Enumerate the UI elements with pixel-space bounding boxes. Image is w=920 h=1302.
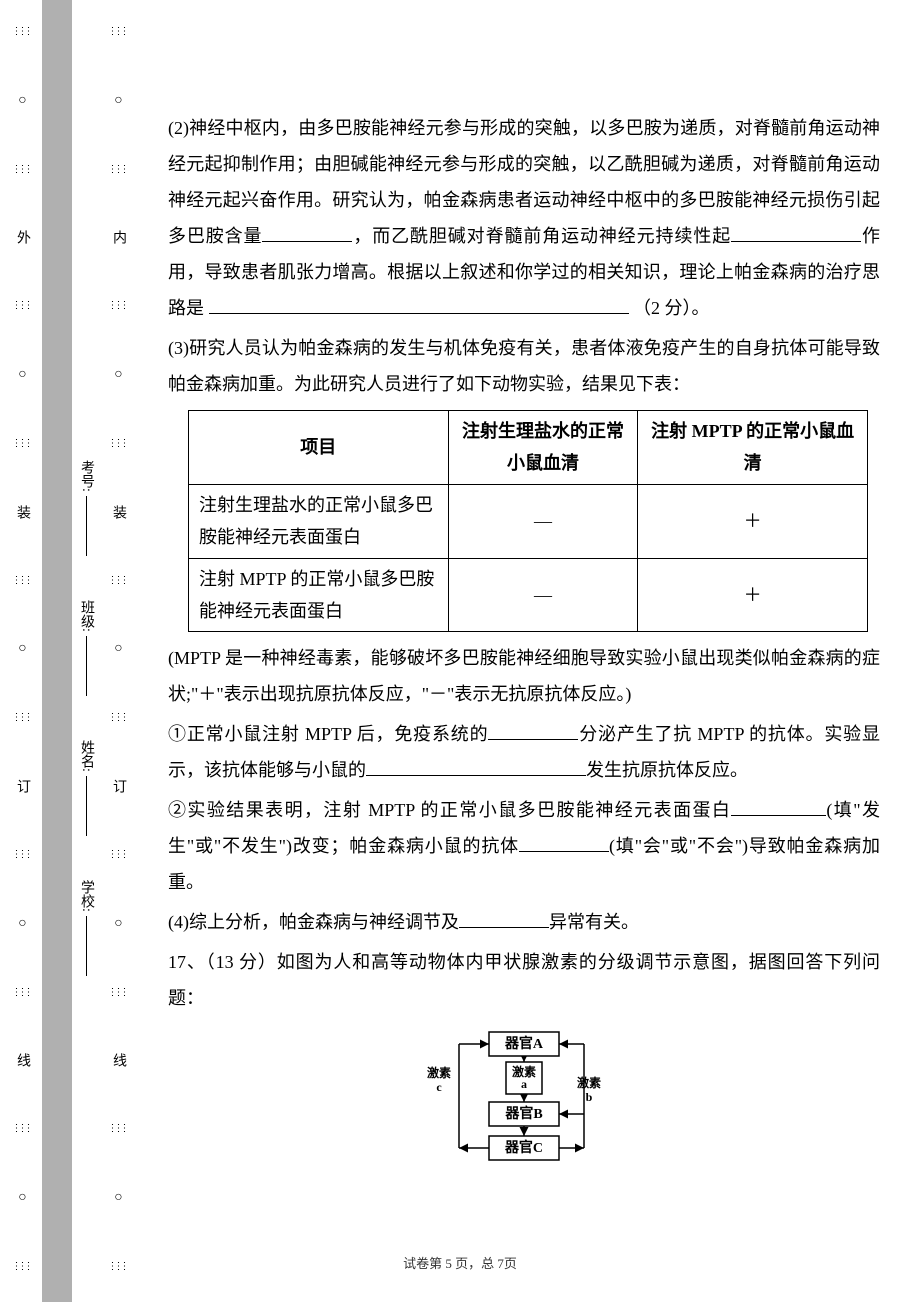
table-header: 项目 [189, 411, 449, 485]
blank-long[interactable] [209, 292, 629, 314]
table-header: 注射 MPTP 的正常小鼠血清 [638, 411, 868, 485]
table-row: 注射生理盐水的正常小鼠多巴胺能神经元表面蛋白 — ＋ [189, 484, 868, 558]
outer-margin: ⋮⋮⋮○⋮⋮⋮ 外 ⋮⋮⋮○⋮⋮⋮ 装 ⋮⋮⋮○⋮⋮⋮ 订 ⋮⋮⋮○⋮⋮⋮ 线 … [0, 0, 42, 1302]
table-row: 注射 MPTP 的正常小鼠多巴胺能神经元表面蛋白 — ＋ [189, 558, 868, 632]
blank[interactable] [731, 241, 861, 242]
table-cell: ＋ [638, 484, 868, 558]
inner-dotline: ⋮⋮⋮○⋮⋮⋮ 内 ⋮⋮⋮○⋮⋮⋮ 装 ⋮⋮⋮○⋮⋮⋮ 订 ⋮⋮⋮○⋮⋮⋮ 线 … [108, 0, 128, 1302]
question-4: (4)综上分析，帕金森病与神经调节及异常有关。 [168, 904, 880, 940]
blank[interactable] [366, 775, 586, 776]
inner-margin: ⋮⋮⋮○⋮⋮⋮ 内 ⋮⋮⋮○⋮⋮⋮ 装 ⋮⋮⋮○⋮⋮⋮ 订 ⋮⋮⋮○⋮⋮⋮ 线 … [102, 0, 138, 1302]
question-3-sub2: ②实验结果表明，注射 MPTP 的正常小鼠多巴胺能神经元表面蛋白(填"发生"或"… [168, 792, 880, 900]
blank[interactable] [459, 927, 549, 928]
field-name: 姓名: [76, 740, 96, 840]
main-content: (2)神经中枢内，由多巴胺能神经元参与形成的突触，以多巴胺为递质，对脊髓前角运动… [138, 0, 920, 1302]
blank[interactable] [519, 851, 609, 852]
question-17: 17、（13 分）如图为人和高等动物体内甲状腺激素的分级调节示意图，据图回答下列… [168, 944, 880, 1016]
svg-text:激素: 激素 [427, 1065, 451, 1080]
page-footer: 试卷第 5 页，总 7页 [0, 1253, 920, 1272]
outer-dotline: ⋮⋮⋮○⋮⋮⋮ 外 ⋮⋮⋮○⋮⋮⋮ 装 ⋮⋮⋮○⋮⋮⋮ 订 ⋮⋮⋮○⋮⋮⋮ 线 … [12, 0, 32, 1302]
seal-label: 线 [108, 1053, 128, 1071]
field-class: 班级: [76, 600, 96, 700]
page: ⋮⋮⋮○⋮⋮⋮ 外 ⋮⋮⋮○⋮⋮⋮ 装 ⋮⋮⋮○⋮⋮⋮ 订 ⋮⋮⋮○⋮⋮⋮ 线 … [0, 0, 920, 1302]
experiment-table: 项目 注射生理盐水的正常小鼠血清 注射 MPTP 的正常小鼠血清 注射生理盐水的… [188, 410, 868, 632]
hormone-diagram: 器官A激素a器官B器官C激素c激素b [168, 1022, 880, 1172]
table-row: 项目 注射生理盐水的正常小鼠血清 注射 MPTP 的正常小鼠血清 [189, 411, 868, 485]
seal-label: 装 [12, 505, 32, 523]
blank[interactable] [262, 241, 352, 242]
blank[interactable] [488, 739, 578, 740]
seal-label: 外 [12, 230, 32, 248]
svg-text:激素: 激素 [577, 1075, 601, 1090]
svg-text:器官A: 器官A [504, 1035, 544, 1052]
question-2: (2)神经中枢内，由多巴胺能神经元参与形成的突触，以多巴胺为递质，对脊髓前角运动… [168, 110, 880, 326]
question-3-sub1: ①正常小鼠注射 MPTP 后，免疫系统的分泌产生了抗 MPTP 的抗体。实验显示… [168, 716, 880, 788]
table-cell: ＋ [638, 558, 868, 632]
question-3-intro: (3)研究人员认为帕金森病的发生与机体免疫有关，患者体液免疫产生的自身抗体可能导… [168, 330, 880, 402]
table-cell: 注射生理盐水的正常小鼠多巴胺能神经元表面蛋白 [189, 484, 449, 558]
seal-label: 内 [108, 230, 128, 248]
table-cell: — [448, 558, 638, 632]
field-school: 学校: [76, 880, 96, 980]
question-3-note: (MPTP 是一种神经毒素，能够破坏多巴胺能神经细胞导致实验小鼠出现类似帕金森病… [168, 640, 880, 712]
table-cell: — [448, 484, 638, 558]
svg-text:c: c [436, 1080, 442, 1094]
seal-label: 订 [12, 779, 32, 797]
table-header: 注射生理盐水的正常小鼠血清 [448, 411, 638, 485]
seal-label: 线 [12, 1053, 32, 1071]
seal-label: 订 [108, 779, 128, 797]
svg-text:器官B: 器官B [504, 1105, 542, 1122]
seal-label: 装 [108, 505, 128, 523]
blank[interactable] [731, 815, 826, 816]
svg-text:a: a [521, 1077, 527, 1091]
field-examno: 考号: [76, 460, 96, 560]
svg-text:器官C: 器官C [504, 1139, 543, 1156]
gray-stripe [42, 0, 72, 1302]
student-fields: 学校: 姓名: 班级: 考号: [72, 0, 102, 1302]
table-cell: 注射 MPTP 的正常小鼠多巴胺能神经元表面蛋白 [189, 558, 449, 632]
svg-text:b: b [586, 1090, 593, 1104]
